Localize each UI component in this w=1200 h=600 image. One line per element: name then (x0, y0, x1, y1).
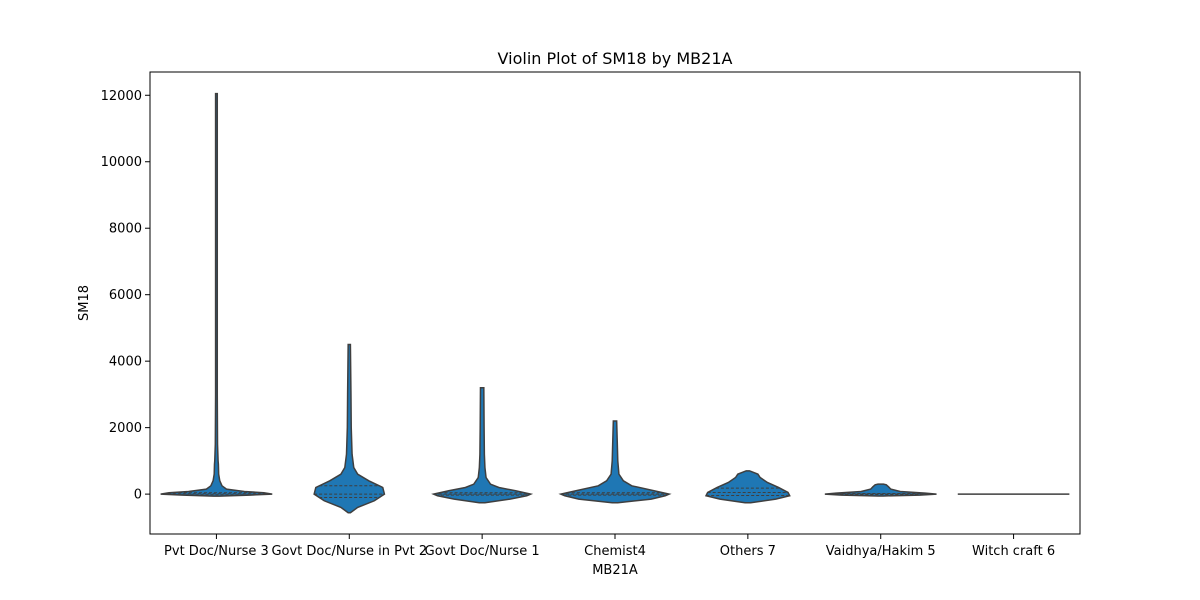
x-tick-label: Vaidhya/Hakim 5 (826, 544, 936, 559)
violin-body (558, 420, 672, 504)
x-tick-label: Others 7 (720, 544, 776, 559)
y-tick-label: 10000 (101, 155, 142, 170)
violin-5 (824, 483, 937, 497)
violin-3 (558, 420, 672, 504)
violin-body (431, 387, 534, 504)
x-tick-label: Govt Doc/Nurse in Pvt 2 (271, 544, 427, 559)
violins (160, 92, 1070, 514)
violin-1 (313, 343, 386, 514)
y-tick-label: 0 (134, 488, 142, 503)
violin-body (704, 470, 791, 504)
violin-4 (704, 470, 791, 504)
x-tick-label: Witch craft 6 (972, 544, 1055, 559)
x-tick-label: Pvt Doc/Nurse 3 (164, 544, 269, 559)
x-axis: Pvt Doc/Nurse 3 Govt Doc/Nurse in Pvt 2Go… (164, 534, 1055, 559)
violin-2 (431, 387, 534, 504)
y-tick-label: 4000 (109, 355, 142, 370)
violin-0 (160, 92, 273, 497)
x-axis-label: MB21A (592, 563, 638, 578)
y-axis-label: SM18 (77, 285, 92, 321)
y-axis: 0 2000 4000 6000 8000 10000 12000 (101, 89, 150, 503)
x-tick-label: Govt Doc/Nurse 1 (425, 544, 540, 559)
y-tick-label: 2000 (109, 421, 142, 436)
violin-body (313, 343, 386, 514)
y-tick-label: 12000 (101, 89, 142, 104)
chart-title: Violin Plot of SM18 by MB21A (498, 49, 733, 68)
x-tick-label: Chemist4 (584, 544, 646, 559)
y-tick-label: 8000 (109, 222, 142, 237)
y-tick-label: 6000 (109, 288, 142, 303)
violin-body (160, 92, 273, 497)
